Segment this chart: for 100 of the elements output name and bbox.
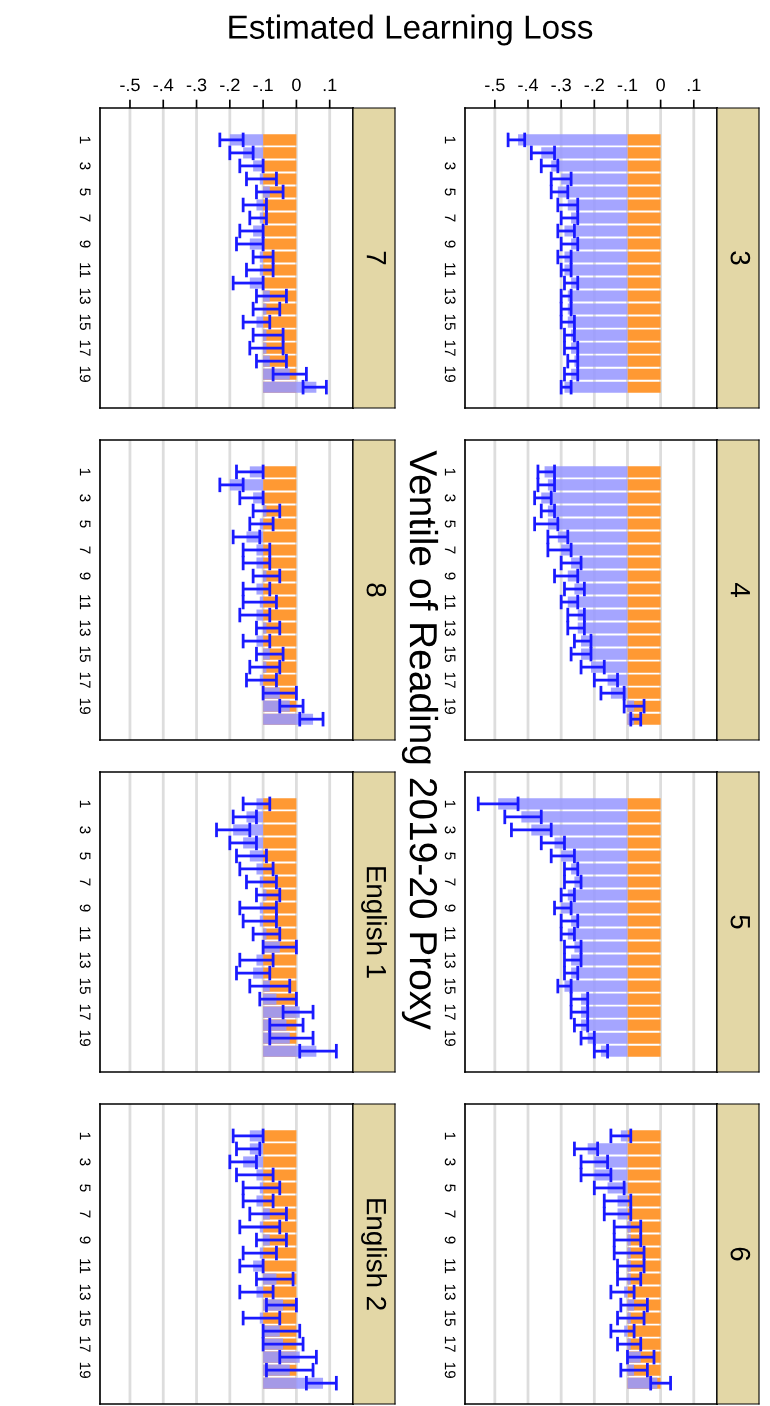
y-tick-label: 15	[444, 1310, 456, 1326]
y-tick-label: 17	[444, 340, 456, 356]
y-tick-label: 17	[79, 1004, 91, 1020]
y-tick-label: 7	[79, 214, 91, 222]
y-tick-label: 13	[444, 1284, 456, 1300]
y-tick-label: 9	[79, 240, 91, 248]
x-axis-title: Estimated Learning Loss	[229, 14, 593, 46]
y-tick-label: 11	[444, 927, 456, 942]
y-tick-label: 5	[444, 188, 456, 196]
x-tick-label: -.1	[617, 78, 638, 92]
y-tick-label: 19	[79, 698, 91, 714]
x-tick-label: .1	[323, 78, 337, 92]
y-tick-label: 15	[444, 646, 456, 662]
x-tick-label: 0	[292, 78, 301, 92]
text: 4	[730, 582, 750, 597]
y-tick-label: 17	[444, 672, 456, 688]
y-tick-label: 9	[444, 1236, 456, 1244]
y-tick-label: 1	[444, 800, 456, 808]
y-tick-label: 13	[79, 620, 91, 636]
y-tick-label: 1	[444, 136, 456, 144]
y-tick-label: 11	[444, 263, 456, 278]
x-tick-label: -.1	[253, 78, 273, 92]
y-tick-label: 9	[79, 904, 91, 912]
y-tick-label: 13	[444, 288, 456, 304]
y-tick-label: 9	[444, 572, 456, 580]
y-tick-label: 9	[444, 904, 456, 912]
y-tick-label: 7	[444, 878, 456, 886]
y-tick-label: 19	[444, 1030, 456, 1046]
y-tick-label: 11	[444, 595, 456, 610]
y-tick-label: 5	[79, 520, 91, 528]
y-tick-label: 19	[79, 1030, 91, 1046]
y-tick-label: 17	[79, 340, 91, 356]
y-tick-label: 3	[444, 494, 456, 502]
text: 5	[730, 915, 750, 929]
y-tick-label: 19	[444, 366, 456, 382]
y-tick-label: 11	[79, 927, 91, 942]
text: 3	[730, 251, 751, 265]
text: English 1	[361, 867, 387, 978]
x-tick-label: -.3	[186, 78, 207, 92]
y-tick-label: 9	[79, 1236, 91, 1244]
y-tick-label: 1	[79, 1132, 91, 1140]
y-tick-label: 13	[444, 620, 456, 636]
x-tick-label: -.5	[485, 78, 505, 92]
y-tick-label: 17	[79, 672, 91, 688]
y-tick-label: 7	[444, 546, 456, 554]
y-tick-label: 5	[79, 1184, 91, 1192]
y-tick-label: 1	[79, 136, 91, 144]
y-tick-label: 19	[444, 1362, 456, 1378]
y-tick-label: 11	[79, 595, 91, 610]
y-tick-label: 15	[79, 314, 91, 330]
y-axis-title: Ventile of Reading 2019-20 Proxy	[401, 450, 439, 1030]
x-tick-label: -.4	[153, 78, 174, 92]
y-tick-label: 15	[79, 1310, 91, 1326]
y-tick-label: 3	[79, 162, 91, 170]
y-tick-label: 5	[444, 520, 456, 528]
y-tick-label: 5	[79, 852, 91, 860]
y-tick-label: 9	[444, 240, 456, 248]
x-tick-label: -.2	[584, 78, 604, 92]
y-tick-label: 1	[444, 1132, 456, 1140]
y-tick-label: 13	[79, 288, 91, 304]
y-tick-label: 7	[79, 1210, 91, 1218]
y-tick-label: 15	[444, 314, 456, 330]
y-tick-label: 15	[79, 646, 91, 662]
y-tick-label: 1	[444, 468, 456, 476]
y-tick-label: 15	[79, 978, 91, 994]
y-tick-label: 5	[444, 1184, 456, 1192]
x-tick-label: .1	[687, 78, 701, 92]
y-tick-label: 3	[444, 1158, 456, 1166]
text: 8	[366, 583, 387, 597]
y-tick-label: 15	[444, 978, 456, 994]
x-tick-label: -.5	[120, 78, 140, 92]
x-tick-label: -.3	[551, 78, 571, 92]
y-tick-label: 11	[444, 1259, 456, 1274]
y-tick-label: 17	[79, 1336, 91, 1352]
y-tick-label: 11	[79, 1259, 91, 1274]
y-tick-label: 3	[444, 162, 456, 170]
y-tick-label: 1	[79, 468, 91, 476]
y-tick-label: 5	[444, 852, 456, 860]
x-tick-label: 0	[656, 78, 665, 92]
y-tick-label: 3	[444, 826, 456, 834]
y-tick-label: 19	[79, 1362, 91, 1378]
y-tick-label: 13	[444, 952, 456, 968]
text: 7	[366, 251, 386, 265]
y-tick-label: 17	[444, 1336, 456, 1352]
y-tick-label: 7	[79, 878, 91, 886]
y-tick-label: 3	[79, 826, 91, 834]
y-tick-label: 17	[444, 1004, 456, 1020]
y-tick-label: 7	[444, 214, 456, 222]
text: English 2	[361, 1199, 387, 1310]
y-tick-label: 7	[79, 546, 91, 554]
y-tick-label: 9	[79, 572, 91, 580]
y-tick-label: 5	[79, 188, 91, 196]
x-tick-label: -.4	[518, 78, 539, 92]
x-tick-label: -.2	[220, 78, 240, 92]
y-tick-label: 3	[79, 1158, 91, 1166]
y-tick-label: 13	[79, 952, 91, 968]
y-tick-label: 13	[79, 1284, 91, 1300]
y-tick-label: 19	[444, 698, 456, 714]
y-tick-label: 19	[79, 366, 91, 382]
y-tick-label: 1	[79, 800, 91, 808]
